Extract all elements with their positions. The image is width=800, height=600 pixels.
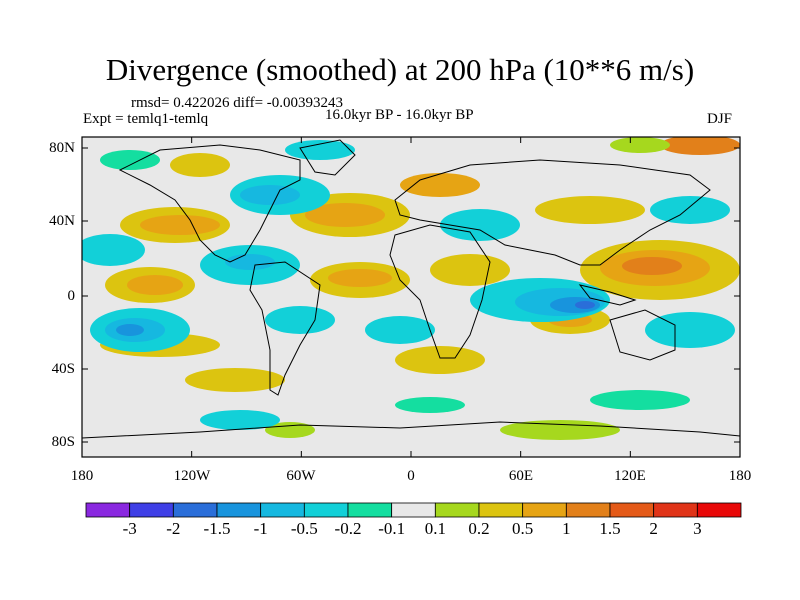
anomaly-patch	[185, 368, 285, 392]
colorbar-label: 0.2	[468, 519, 490, 538]
anomaly-patch	[305, 203, 385, 227]
anomaly-patch	[328, 269, 392, 287]
anomaly-patch	[535, 196, 645, 224]
colorbar-swatch	[85, 502, 131, 518]
negative-anomalies	[82, 140, 735, 430]
colorbar-swatch	[434, 502, 480, 518]
anomaly-patch	[650, 196, 730, 224]
colorbar-swatch	[696, 502, 742, 518]
colorbar-swatch	[260, 502, 305, 518]
anomaly-patch	[200, 410, 280, 430]
period-label: 16.0kyr BP - 16.0kyr BP	[325, 107, 474, 123]
x-tick-marks	[81, 137, 741, 457]
x-tick-label: 0	[407, 468, 415, 484]
colorbar-label: 1.5	[599, 519, 621, 538]
x-tick-label: 120W	[173, 468, 211, 484]
anomaly-patch	[660, 137, 740, 155]
x-tick-label: 180	[70, 468, 94, 484]
colorbar-swatch	[303, 502, 349, 518]
coast-antarctica	[82, 421, 740, 439]
experiment-label: Expt = temlq1-temlq	[83, 111, 209, 127]
anomaly-patch	[170, 153, 230, 177]
colorbar-label: 0.1	[424, 519, 446, 538]
colorbar-swatch	[522, 502, 567, 518]
coastlines	[82, 139, 740, 439]
anomaly-patch	[365, 316, 435, 344]
colorbar-label: -0.5	[290, 519, 318, 538]
anomaly-patch	[575, 301, 595, 309]
colorbar-label: 3	[693, 519, 702, 538]
divergence-field	[82, 137, 740, 440]
colorbar-label: -2	[166, 519, 181, 538]
coast-europe-asia	[394, 159, 711, 266]
colorbar-swatch	[129, 502, 174, 518]
map-title: Divergence (smoothed) at 200 hPa (10**6 …	[105, 52, 695, 87]
anomaly-patch	[590, 390, 690, 410]
colorbar-label: -0.1	[378, 519, 406, 538]
anomaly-patch	[395, 397, 465, 413]
colorbar-swatch	[347, 502, 393, 518]
anomaly-patch	[116, 324, 144, 336]
colorbar-swatch	[478, 502, 524, 518]
colorbar	[85, 502, 742, 518]
colorbar-swatch	[216, 502, 262, 518]
y-tick-label: 0	[67, 288, 76, 304]
x-tick-label: 60W	[286, 468, 316, 484]
coast-maritime-continent	[578, 284, 637, 306]
anomaly-patch	[500, 420, 620, 440]
colorbar-label: 1	[562, 519, 571, 538]
y-tick-label: 80N	[49, 140, 75, 156]
y-tick-label: 40S	[51, 361, 75, 377]
anomaly-patch	[430, 254, 510, 286]
anomaly-patch	[127, 275, 183, 295]
y-tick-label: 40N	[49, 213, 75, 229]
colorbar-label: -3	[122, 519, 137, 538]
anomaly-patch	[265, 306, 335, 334]
anomaly-patch	[400, 173, 480, 197]
colorbar-swatch	[172, 502, 218, 518]
anomaly-patch	[265, 422, 315, 438]
colorbar-swatch	[391, 502, 436, 518]
season-label: DJF	[707, 111, 733, 127]
colorbar-swatch	[653, 502, 698, 518]
anomaly-patch	[225, 254, 275, 270]
coast-africa	[389, 224, 491, 359]
anomaly-patch	[622, 257, 682, 275]
coast-north-america	[118, 144, 301, 263]
y-tick-marks	[82, 147, 740, 443]
x-tick-label: 120E	[614, 468, 646, 484]
colorbar-label: 2	[649, 519, 658, 538]
colorbar-label: -0.2	[334, 519, 362, 538]
colorbar-label: -1	[253, 519, 268, 538]
coast-greenland	[299, 139, 356, 176]
x-tick-label: 60E	[508, 468, 534, 484]
colorbar-swatch	[609, 502, 655, 518]
anomaly-patch	[645, 312, 735, 348]
anomaly-patch	[395, 346, 485, 374]
anomaly-patch	[82, 234, 145, 266]
coast-south-america	[249, 261, 321, 396]
anomaly-patch	[610, 137, 670, 153]
anomaly-patch	[100, 150, 160, 170]
y-tick-label: 80S	[51, 434, 75, 450]
x-tick-label: 180	[728, 468, 752, 484]
colorbar-swatch	[565, 502, 611, 518]
anomaly-patch	[140, 215, 220, 235]
colorbar-label: -1.5	[203, 519, 231, 538]
coast-australia	[609, 309, 676, 361]
stats-text: rmsd= 0.422026 diff= -0.00393243	[131, 95, 344, 111]
anomaly-patch	[240, 185, 300, 205]
anomaly-patch	[285, 140, 355, 160]
colorbar-label: 0.5	[512, 519, 534, 538]
anomaly-patch	[440, 209, 520, 241]
